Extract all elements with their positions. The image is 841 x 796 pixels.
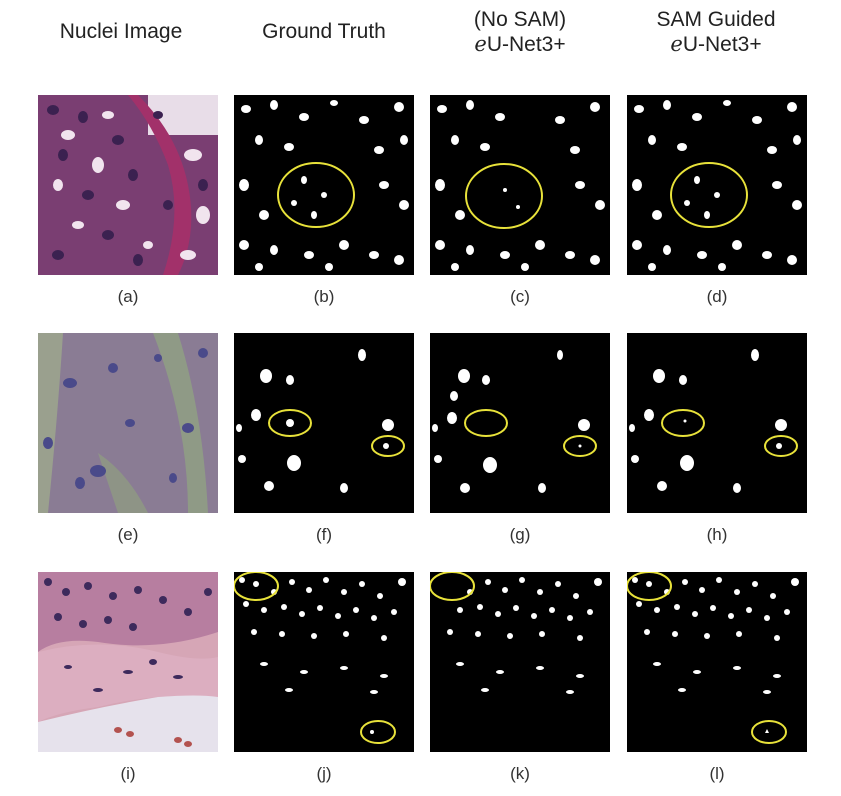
panel-k-no-sam	[430, 572, 610, 752]
caption-f: (f)	[315, 525, 333, 544]
caption-i: (i)	[120, 764, 136, 783]
mask-3-sam	[627, 572, 807, 752]
caption-l: (l)	[709, 764, 725, 783]
panel-j-ground-truth	[234, 572, 414, 752]
highlight-ellipse	[465, 163, 543, 229]
italic-e: e	[670, 32, 683, 56]
caption-d: (d)	[706, 287, 728, 306]
panel-b-ground-truth	[234, 95, 414, 275]
highlight-ellipse	[277, 162, 355, 228]
mask-1-sam	[627, 95, 807, 275]
panel-f-ground-truth	[234, 333, 414, 513]
mask-3-nosam	[430, 572, 610, 752]
panel-c-no-sam	[430, 95, 610, 275]
mask-1-nosam	[430, 95, 610, 275]
header-no-sam-eunet: (No SAM) eU-Net3+	[473, 8, 567, 56]
mask-2-gt	[234, 333, 414, 513]
he-image-1	[38, 95, 218, 275]
caption-c: (c)	[510, 287, 530, 306]
panel-d-sam-guided	[627, 95, 807, 275]
panel-l-sam-guided	[627, 572, 807, 752]
header-ground-truth: Ground Truth	[262, 20, 386, 43]
mask-1-gt	[234, 95, 414, 275]
caption-b: (b)	[313, 287, 335, 306]
italic-e: e	[474, 32, 487, 56]
caption-a: (a)	[117, 287, 139, 306]
caption-h: (h)	[706, 525, 728, 544]
mask-2-nosam	[430, 333, 610, 513]
panel-i-nuclei-image	[38, 572, 218, 752]
header-sam-guided-eunet: SAM Guided eU-Net3+	[656, 8, 776, 56]
highlight-ellipse	[670, 162, 748, 228]
mask-2-sam	[627, 333, 807, 513]
mask-3-gt	[234, 572, 414, 752]
he-image-2	[38, 333, 218, 513]
panel-h-sam-guided	[627, 333, 807, 513]
he-image-3	[38, 572, 218, 752]
caption-g: (g)	[509, 525, 531, 544]
caption-e: (e)	[117, 525, 139, 544]
caption-k: (k)	[510, 764, 530, 783]
caption-j: (j)	[316, 764, 332, 783]
header-nuclei-image: Nuclei Image	[59, 20, 183, 43]
panel-e-nuclei-image	[38, 333, 218, 513]
panel-g-no-sam	[430, 333, 610, 513]
panel-a-nuclei-image	[38, 95, 218, 275]
